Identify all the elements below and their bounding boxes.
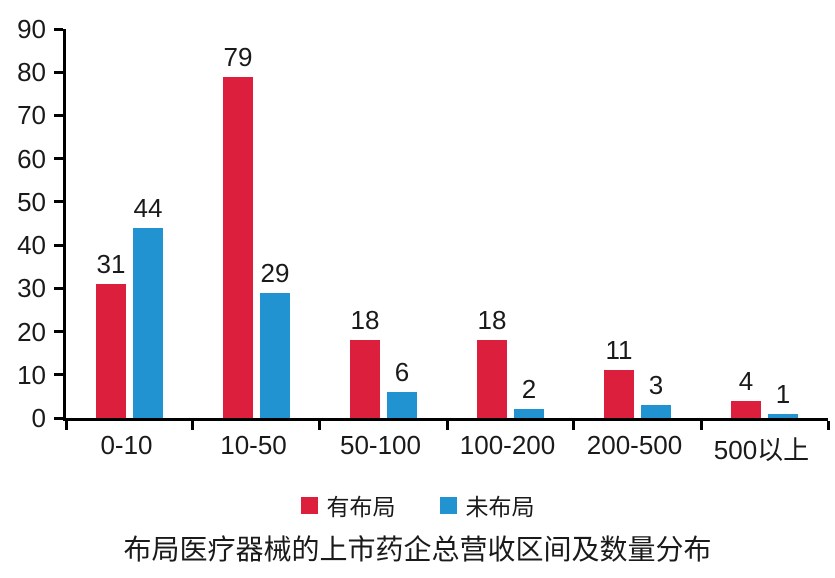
y-axis-tick	[54, 200, 63, 204]
chart-legend: 有布局 未布局	[0, 488, 835, 522]
y-axis-tick	[54, 27, 63, 31]
bar-未布局	[641, 405, 671, 418]
y-axis-tick-label: 60	[17, 143, 46, 174]
bar-group: 18 2	[447, 29, 574, 418]
x-axis-tick	[699, 421, 703, 430]
bar-group: 31 44	[66, 29, 193, 418]
x-axis-tick	[191, 421, 195, 430]
bar-value-label: 29	[260, 258, 290, 288]
bar-value-label: 4	[738, 366, 754, 396]
chart-title: 布局医疗器械的上市药企总营收区间及数量分布	[123, 534, 712, 565]
bar-group: 79 29	[193, 29, 320, 418]
bar-column: 18	[350, 307, 380, 418]
x-axis-tick	[318, 421, 322, 430]
legend-label: 有布局	[326, 494, 396, 520]
legend-item: 有布局	[300, 488, 396, 522]
y-axis-tick-label: 40	[17, 230, 46, 261]
bar-有布局	[96, 284, 126, 418]
legend-swatch	[439, 496, 457, 514]
bar-value-label: 3	[648, 370, 664, 400]
x-axis-category-label: 500以上	[713, 435, 810, 465]
y-axis-tick-label: 30	[17, 273, 46, 304]
y-axis-tick-label: 70	[17, 100, 46, 131]
bar-value-label: 2	[521, 374, 537, 404]
bar-有布局	[604, 370, 634, 418]
bar-value-label: 1	[775, 379, 791, 409]
y-axis-tick-label: 90	[17, 14, 46, 44]
x-axis-category-label: 50-100	[340, 430, 421, 460]
y-axis-tick	[54, 243, 63, 247]
bar-value-label: 44	[133, 193, 163, 223]
bar-value-label: 6	[394, 357, 410, 387]
x-axis-tick	[826, 421, 830, 430]
bar-column: 2	[514, 376, 544, 418]
y-axis-tick-label: 0	[31, 403, 46, 433]
bar-column: 4	[731, 368, 761, 418]
x-axis-category-label: 100-200	[459, 430, 556, 460]
bar-column: 44	[133, 195, 163, 418]
x-axis-tick	[64, 421, 68, 430]
bar-有布局	[350, 340, 380, 418]
bar-未布局	[768, 414, 798, 418]
x-axis-category-label: 200-500	[586, 430, 683, 460]
x-axis-category-label: 10-50	[220, 430, 287, 460]
bar-value-label: 31	[96, 249, 126, 279]
bar-groups: 31 44 79 29 18 6 18 2 11 3 4 1	[66, 29, 828, 418]
plot-area: 0 10 20 30 40 50 60 70 80 90 31 44 79 29 18 6 18 2 11 3 4 1	[17, 16, 830, 431]
bar-group: 18 6	[320, 29, 447, 418]
bar-column: 29	[260, 260, 290, 418]
bar-未布局	[260, 293, 290, 418]
bar-有布局	[477, 340, 507, 418]
bar-column: 79	[223, 44, 253, 418]
y-axis-tick-label: 10	[17, 359, 46, 390]
bar-未布局	[387, 392, 417, 418]
bar-column: 6	[387, 359, 417, 418]
y-axis-tick-label: 20	[17, 316, 46, 347]
y-axis-tick	[54, 157, 63, 161]
bar-column: 18	[477, 307, 507, 418]
x-axis-category-label: 0-10	[100, 430, 153, 460]
bar-有布局	[223, 77, 253, 418]
y-axis-tick-label: 80	[17, 57, 46, 88]
bar-column: 1	[768, 381, 798, 418]
bar-column: 31	[96, 251, 126, 418]
y-axis-tick	[54, 416, 63, 420]
bar-column: 11	[604, 337, 634, 418]
x-axis-category-labels: 0-10 10-50 50-100 100-200 200-500 500以上	[63, 430, 825, 467]
legend-item: 未布局	[439, 488, 535, 522]
y-axis-tick	[54, 330, 63, 334]
bar-value-label: 18	[350, 305, 380, 335]
legend-label: 未布局	[465, 494, 535, 520]
y-axis-tick	[54, 286, 63, 290]
bar-未布局	[514, 409, 544, 418]
y-axis-tick	[54, 113, 63, 117]
x-axis-tick	[572, 421, 576, 430]
bar-group: 11 3	[574, 29, 701, 418]
x-axis-tick	[445, 421, 449, 430]
bar-未布局	[133, 228, 163, 418]
y-axis-tick-label: 50	[17, 186, 46, 217]
bar-有布局	[731, 401, 761, 418]
legend-swatch	[300, 496, 318, 514]
y-axis-tick	[54, 373, 63, 377]
y-axis-tick	[54, 70, 63, 74]
bar-value-label: 11	[605, 335, 633, 365]
bar-column: 3	[641, 372, 671, 418]
bar-value-label: 18	[477, 305, 507, 335]
bar-value-label: 79	[223, 42, 253, 72]
